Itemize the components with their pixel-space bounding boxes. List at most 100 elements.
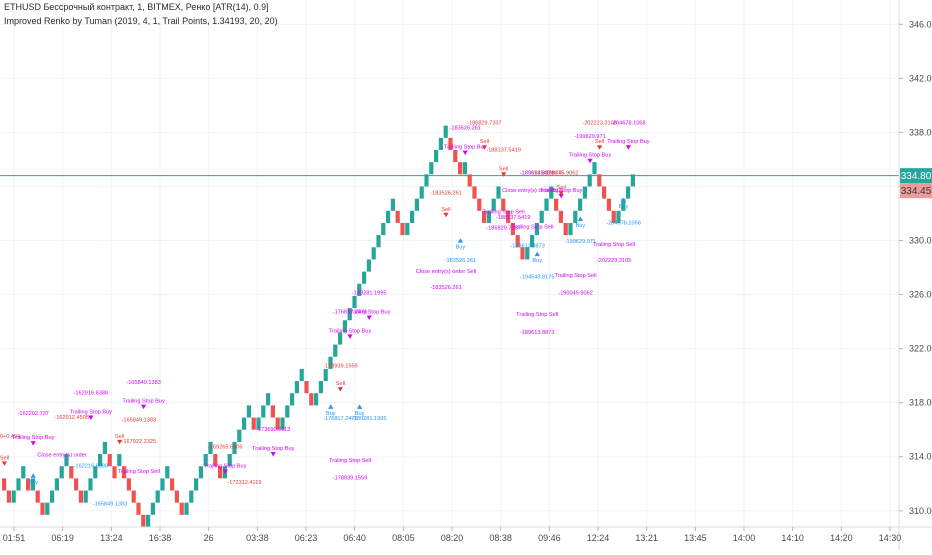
renko-brick-down: [453, 149, 458, 163]
annotation-label: Trailing Stop Sell: [516, 312, 558, 318]
renko-brick-up: [261, 405, 266, 418]
renko-brick-down: [515, 235, 520, 248]
x-tick-label: 14:00: [733, 533, 756, 543]
renko-brick-down: [126, 478, 131, 491]
renko-brick-up: [362, 271, 367, 284]
renko-brick-up: [54, 478, 59, 491]
renko-brick-down: [74, 478, 79, 491]
time-axis[interactable]: 01:51 06:19 13:24 16:38 26 03:38 06:23 06:40 08:…: [3, 527, 902, 543]
arrow-up-icon: [30, 473, 36, 478]
arrow-down-icon: [462, 150, 468, 156]
renko-brick-up: [414, 198, 419, 211]
chart-legend-title[interactable]: ETHUSD Бессрочный контракт, 1, BITMEX, Р…: [4, 2, 269, 12]
renko-brick-up: [280, 417, 285, 430]
annotation-label: Trailing Stop Sell: [511, 224, 553, 230]
renko-brick-down: [107, 454, 112, 467]
annotation-label: -183526.261: [445, 258, 476, 264]
y-tick-label: 310.00: [909, 506, 932, 516]
renko-brick-up: [64, 454, 69, 467]
annotation-label: Trailing Stop Buy: [607, 139, 650, 145]
annotation-label: Buy: [355, 411, 365, 417]
annotation-label: Buy: [326, 411, 336, 417]
renko-brick-down: [304, 381, 309, 394]
arrow-down-icon: [88, 415, 94, 420]
renko-brick-up: [462, 162, 467, 175]
renko-brick-down: [112, 466, 117, 479]
annotation-label: -162912.4505: [54, 415, 89, 421]
annotation-label: Close entry(s) order: [37, 453, 87, 459]
x-tick-label: 08:05: [392, 533, 415, 543]
renko-brick-down: [141, 514, 146, 527]
renko-brick-up: [256, 417, 261, 430]
renko-brick-down: [602, 186, 607, 199]
renko-brick-down: [270, 405, 275, 418]
arrow-up-icon: [621, 197, 627, 203]
renko-brick-down: [510, 222, 515, 236]
renko-brick-up: [232, 441, 237, 455]
annotation-label: -165849.1383: [122, 418, 157, 424]
annotation-label: Sell: [595, 139, 604, 145]
renko-brick-down: [2, 478, 7, 491]
renko-brick-down: [218, 466, 223, 479]
renko-brick-down: [174, 490, 179, 503]
annotation-label: -189613.8873: [520, 170, 555, 176]
price-axis[interactable]: 346.00342.00338.00334.00330.00326.00322.…: [899, 19, 932, 516]
renko-brick-down: [467, 174, 472, 187]
renko-brick-up: [587, 174, 592, 187]
renko-brick-down: [26, 478, 31, 491]
renko-brick-up: [366, 259, 371, 272]
indicator-legend[interactable]: Improved Renko by Tuman (2019, 4, 1, Tra…: [4, 16, 278, 26]
annotation-label: Close entry(s) order Sell: [416, 269, 476, 275]
annotation-label: -190045.9062: [544, 170, 579, 176]
renko-brick-up: [549, 186, 554, 199]
renko-brick-up: [525, 247, 530, 260]
renko-brick-up: [83, 490, 88, 503]
renko-brick-down: [400, 222, 405, 236]
renko-brick-up: [88, 478, 93, 491]
renko-brick-up: [429, 162, 434, 175]
renko-brick-up: [390, 198, 395, 211]
annotation-label: -190045.9062: [558, 291, 593, 297]
annotation-label: Close entry(s) order Buy: [502, 188, 563, 194]
renko-brick-up: [376, 235, 381, 248]
renko-brick-down: [506, 210, 511, 223]
annotation-label: Trailing Stop Sell: [555, 273, 597, 279]
x-tick-label: 16:38: [149, 533, 172, 543]
renko-brick-up: [184, 502, 189, 515]
x-tick-label: 09:46: [538, 533, 561, 543]
annotation-label: -199629.971: [565, 239, 596, 245]
arrow-down-icon: [117, 439, 123, 445]
annotation-label: Sell: [499, 166, 508, 172]
annotation-label: Trailing Stop Sell: [329, 458, 371, 464]
annotation-label: -180281.1995: [352, 291, 387, 297]
renko-brick-up: [299, 368, 304, 382]
renko-brick-up: [582, 186, 587, 199]
trade-annotations: -1620+0.494 Sell Buy -162202.737 Trailing St…: [0, 120, 650, 507]
renko-brick-down: [597, 174, 602, 187]
arrow-down-icon: [597, 145, 603, 150]
renko-brick-up: [410, 210, 415, 223]
renko-brick-up: [405, 222, 410, 236]
renko-brick-up: [419, 186, 424, 199]
arrow-down-icon: [270, 451, 276, 457]
annotation-label: Sell: [0, 455, 9, 461]
renko-brick-down: [611, 210, 616, 223]
x-tick-label: 14:20: [830, 533, 853, 543]
renko-brick-up: [98, 454, 103, 467]
price-tags: 334.80 334.45: [900, 168, 932, 199]
annotation-label: -1620+0.494: [0, 434, 20, 440]
renko-brick-down: [213, 454, 218, 467]
renko-brick-down: [309, 393, 314, 406]
renko-brick-up: [155, 490, 160, 503]
annotation-label: Trailing Stop Buy: [444, 145, 487, 151]
renko-brick-down: [520, 247, 525, 260]
annotation-label: Trailing Stop Buy: [252, 446, 295, 452]
renko-brick-up: [189, 490, 194, 503]
x-tick-label: 26: [204, 533, 214, 543]
arrow-down-icon: [443, 212, 449, 218]
x-tick-label: 08:38: [489, 533, 512, 543]
annotation-label: -180281.1995: [352, 416, 387, 422]
x-tick-label: 13:45: [684, 533, 707, 543]
